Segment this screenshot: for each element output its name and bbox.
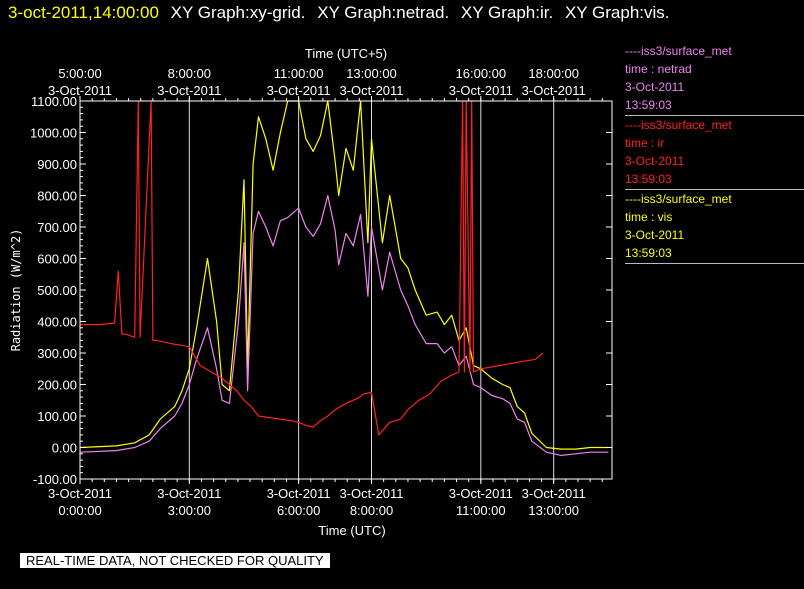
x2-tick-date: 3-Oct-2011 [267, 83, 331, 98]
plot-frame [79, 100, 613, 480]
legend-entry-netrad: ----iss3/surface_met time : netrad 3-Oct… [625, 42, 804, 116]
x2-tick-time: 13:00:00 [346, 66, 397, 81]
x2-tick-time: 11:00:00 [274, 66, 324, 81]
legend-netrad-var: time : netrad [625, 62, 692, 76]
x2-tick-time: 16:00:00 [456, 66, 507, 81]
legend-ir-var: time : ir [625, 136, 665, 150]
x-tick-time: 6:00:00 [277, 503, 320, 518]
x-tick-date: 3-Oct-2011 [267, 486, 331, 501]
header-graph-ir: XY Graph:ir. [460, 3, 554, 22]
header-timestamp: 3-oct-2011,14:00:00 [8, 3, 159, 22]
legend-entry-vis: ----iss3/surface_met time : vis 3-Oct-20… [625, 190, 804, 264]
y-tick-label: 0.00 [52, 441, 77, 456]
x-tick-time: 3:00:00 [168, 503, 211, 518]
chart-header: 3-oct-2011,14:00:00 XY Graph:xy-grid. XY… [8, 3, 670, 23]
y-tick-label: 700.00 [37, 220, 77, 235]
legend-vis-date: 3-Oct-2011 [625, 228, 685, 242]
y-tick-label: 300.00 [37, 346, 77, 361]
legend-vis-source: ----iss3/surface_met [625, 192, 732, 206]
legend-vis-time: 13:59:03 [625, 246, 672, 260]
legend-ir-date: 3-Oct-2011 [625, 154, 685, 168]
plot-grid [188, 101, 555, 479]
quality-notice: REAL-TIME DATA, NOT CHECKED FOR QUALITY [20, 553, 330, 568]
x2-tick-time: 18:00:00 [528, 66, 579, 81]
x2-axis-label: Time (UTC+5) [305, 46, 387, 61]
x-tick-date: 3-Oct-2011 [48, 486, 112, 501]
x-tick-date: 3-Oct-2011 [339, 486, 403, 501]
x2-tick-time: 5:00:00 [58, 66, 101, 81]
x-tick-time: 8:00:00 [350, 503, 393, 518]
legend-netrad-time: 13:59:03 [625, 98, 672, 112]
legend-entry-ir: ----iss3/surface_met time : ir 3-Oct-201… [625, 116, 804, 190]
x-tick-time: 0:00:00 [58, 503, 101, 518]
x2-tick-date: 3-Oct-2011 [522, 83, 586, 98]
legend: ----iss3/surface_met time : netrad 3-Oct… [625, 42, 804, 264]
y-tick-label: 400.00 [37, 315, 77, 330]
y-tick-label: 500.00 [37, 283, 77, 298]
y-tick-label: 1000.00 [30, 126, 77, 141]
y-tick-label: -100.00 [33, 472, 77, 487]
y-tick-label: 800.00 [37, 189, 77, 204]
series-line-time-netrad [79, 194, 609, 456]
header-graph-netrad: XY Graph:netrad. [317, 3, 450, 22]
x2-tick-date: 3-Oct-2011 [157, 83, 221, 98]
plot-series [79, 100, 609, 456]
y-axis-label: Radiation (W/m^2) [9, 229, 23, 352]
x-tick-date: 3-Oct-2011 [449, 486, 513, 501]
legend-vis-var: time : vis [625, 210, 673, 224]
legend-netrad-source: ----iss3/surface_met [625, 44, 732, 58]
legend-ir-time: 13:59:03 [625, 172, 672, 186]
legend-netrad-date: 3-Oct-2011 [625, 80, 685, 94]
x-axis-label: Time (UTC) [318, 523, 385, 538]
header-graph-xy-grid: XY Graph:xy-grid. [170, 3, 306, 22]
y-tick-label: 1100.00 [31, 94, 77, 109]
x-tick-date: 3-Oct-2011 [157, 486, 221, 501]
y-tick-label: 200.00 [37, 378, 77, 393]
y-tick-label: 900.00 [37, 157, 77, 172]
legend-ir-source: ----iss3/surface_met [625, 118, 732, 132]
x-tick-time: 13:00:00 [528, 503, 579, 518]
plot-ticks: -100.00 0.00 100.00 200.00 300.00 400.00 500.0… [30, 66, 612, 518]
x2-tick-date: 3-Oct-2011 [339, 83, 403, 98]
x-tick-date: 3-Oct-2011 [522, 486, 586, 501]
y-tick-label: 100.00 [37, 409, 77, 424]
header-graph-vis: XY Graph:vis. [564, 3, 670, 22]
x2-tick-time: 8:00:00 [168, 66, 211, 81]
x2-tick-date: 3-Oct-2011 [449, 83, 513, 98]
y-tick-label: 600.00 [37, 252, 77, 267]
series-line-time-vis [79, 100, 609, 450]
x2-tick-date: 3-Oct-2011 [48, 83, 112, 98]
x-tick-time: 11:00:00 [456, 503, 506, 518]
